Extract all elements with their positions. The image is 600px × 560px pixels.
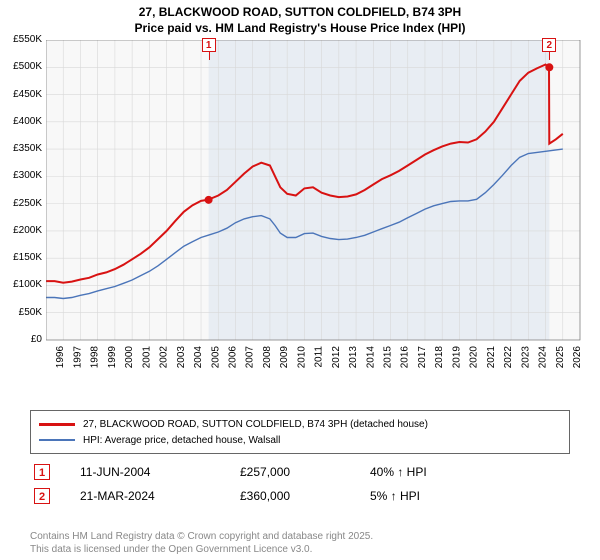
- title-line-1: 27, BLACKWOOD ROAD, SUTTON COLDFIELD, B7…: [139, 5, 461, 19]
- transaction-date: 11-JUN-2004: [50, 465, 240, 479]
- svg-text:2007: 2007: [245, 346, 256, 369]
- svg-text:2008: 2008: [262, 346, 273, 369]
- svg-text:2011: 2011: [314, 346, 325, 368]
- table-row: 2 21-MAR-2024 £360,000 5% ↑ HPI: [30, 484, 570, 508]
- svg-text:2014: 2014: [365, 346, 376, 369]
- svg-text:2015: 2015: [383, 346, 394, 369]
- legend: 27, BLACKWOOD ROAD, SUTTON COLDFIELD, B7…: [30, 410, 570, 454]
- svg-text:2022: 2022: [503, 346, 514, 369]
- y-tick-label: £100K: [0, 279, 42, 290]
- legend-swatch-2: [39, 439, 75, 441]
- svg-text:2004: 2004: [193, 346, 204, 369]
- svg-text:2003: 2003: [176, 346, 187, 369]
- transaction-hpi: 5% ↑ HPI: [370, 489, 520, 503]
- svg-text:2016: 2016: [400, 346, 411, 369]
- svg-text:1995: 1995: [46, 346, 49, 369]
- y-tick-label: £350K: [0, 143, 42, 154]
- transaction-marker: 1: [34, 464, 50, 480]
- svg-text:2024: 2024: [538, 346, 549, 369]
- svg-text:1997: 1997: [72, 346, 83, 369]
- y-tick-label: £300K: [0, 170, 42, 181]
- svg-text:2005: 2005: [210, 346, 221, 369]
- event-marker-flag: 2: [542, 38, 556, 52]
- transaction-hpi: 40% ↑ HPI: [370, 465, 520, 479]
- footer-line-1: Contains HM Land Registry data © Crown c…: [30, 531, 373, 542]
- legend-swatch-1: [39, 423, 75, 426]
- svg-text:2009: 2009: [279, 346, 290, 369]
- footer-attribution: Contains HM Land Registry data © Crown c…: [30, 531, 570, 556]
- svg-text:2021: 2021: [486, 346, 497, 369]
- svg-text:2020: 2020: [469, 346, 480, 369]
- svg-text:2012: 2012: [331, 346, 342, 369]
- y-tick-label: £0: [0, 334, 42, 345]
- footer-line-2: This data is licensed under the Open Gov…: [30, 544, 312, 555]
- svg-text:2006: 2006: [227, 346, 238, 369]
- svg-text:1999: 1999: [107, 346, 118, 369]
- svg-text:2019: 2019: [451, 346, 462, 369]
- y-tick-label: £50K: [0, 307, 42, 318]
- title-line-2: Price paid vs. HM Land Registry's House …: [135, 21, 466, 35]
- legend-row: 27, BLACKWOOD ROAD, SUTTON COLDFIELD, B7…: [39, 416, 561, 432]
- chart-container: 27, BLACKWOOD ROAD, SUTTON COLDFIELD, B7…: [0, 0, 600, 560]
- event-marker-tick: [549, 52, 550, 60]
- svg-text:2025: 2025: [555, 346, 566, 369]
- svg-text:2001: 2001: [141, 346, 152, 369]
- transaction-price: £257,000: [240, 465, 370, 479]
- legend-label-1: 27, BLACKWOOD ROAD, SUTTON COLDFIELD, B7…: [83, 419, 428, 430]
- event-marker-flag: 1: [202, 38, 216, 52]
- svg-text:2010: 2010: [296, 346, 307, 369]
- svg-text:2000: 2000: [124, 346, 135, 369]
- y-tick-label: £450K: [0, 89, 42, 100]
- table-row: 1 11-JUN-2004 £257,000 40% ↑ HPI: [30, 460, 570, 484]
- transaction-date: 21-MAR-2024: [50, 489, 240, 503]
- event-marker-tick: [209, 52, 210, 60]
- transaction-marker: 2: [34, 488, 50, 504]
- y-tick-label: £250K: [0, 198, 42, 209]
- svg-text:2023: 2023: [520, 346, 531, 369]
- svg-text:2017: 2017: [417, 346, 428, 369]
- y-tick-label: £400K: [0, 116, 42, 127]
- chart-svg: 1995 1996 1997 1998 1999 2000 2001 2002 2003 2004…: [46, 40, 586, 370]
- svg-text:2002: 2002: [159, 346, 170, 369]
- transactions-table: 1 11-JUN-2004 £257,000 40% ↑ HPI 2 21-MA…: [30, 460, 570, 508]
- transaction-price: £360,000: [240, 489, 370, 503]
- y-tick-label: £200K: [0, 225, 42, 236]
- y-tick-label: £550K: [0, 34, 42, 45]
- svg-text:1996: 1996: [55, 346, 66, 369]
- svg-text:2018: 2018: [434, 346, 445, 369]
- svg-text:2026: 2026: [572, 346, 583, 369]
- svg-text:2013: 2013: [348, 346, 359, 369]
- svg-text:1998: 1998: [90, 346, 101, 369]
- chart-title: 27, BLACKWOOD ROAD, SUTTON COLDFIELD, B7…: [0, 0, 600, 36]
- legend-row: HPI: Average price, detached house, Wals…: [39, 432, 561, 448]
- y-tick-label: £500K: [0, 61, 42, 72]
- y-tick-label: £150K: [0, 252, 42, 263]
- legend-label-2: HPI: Average price, detached house, Wals…: [83, 435, 280, 446]
